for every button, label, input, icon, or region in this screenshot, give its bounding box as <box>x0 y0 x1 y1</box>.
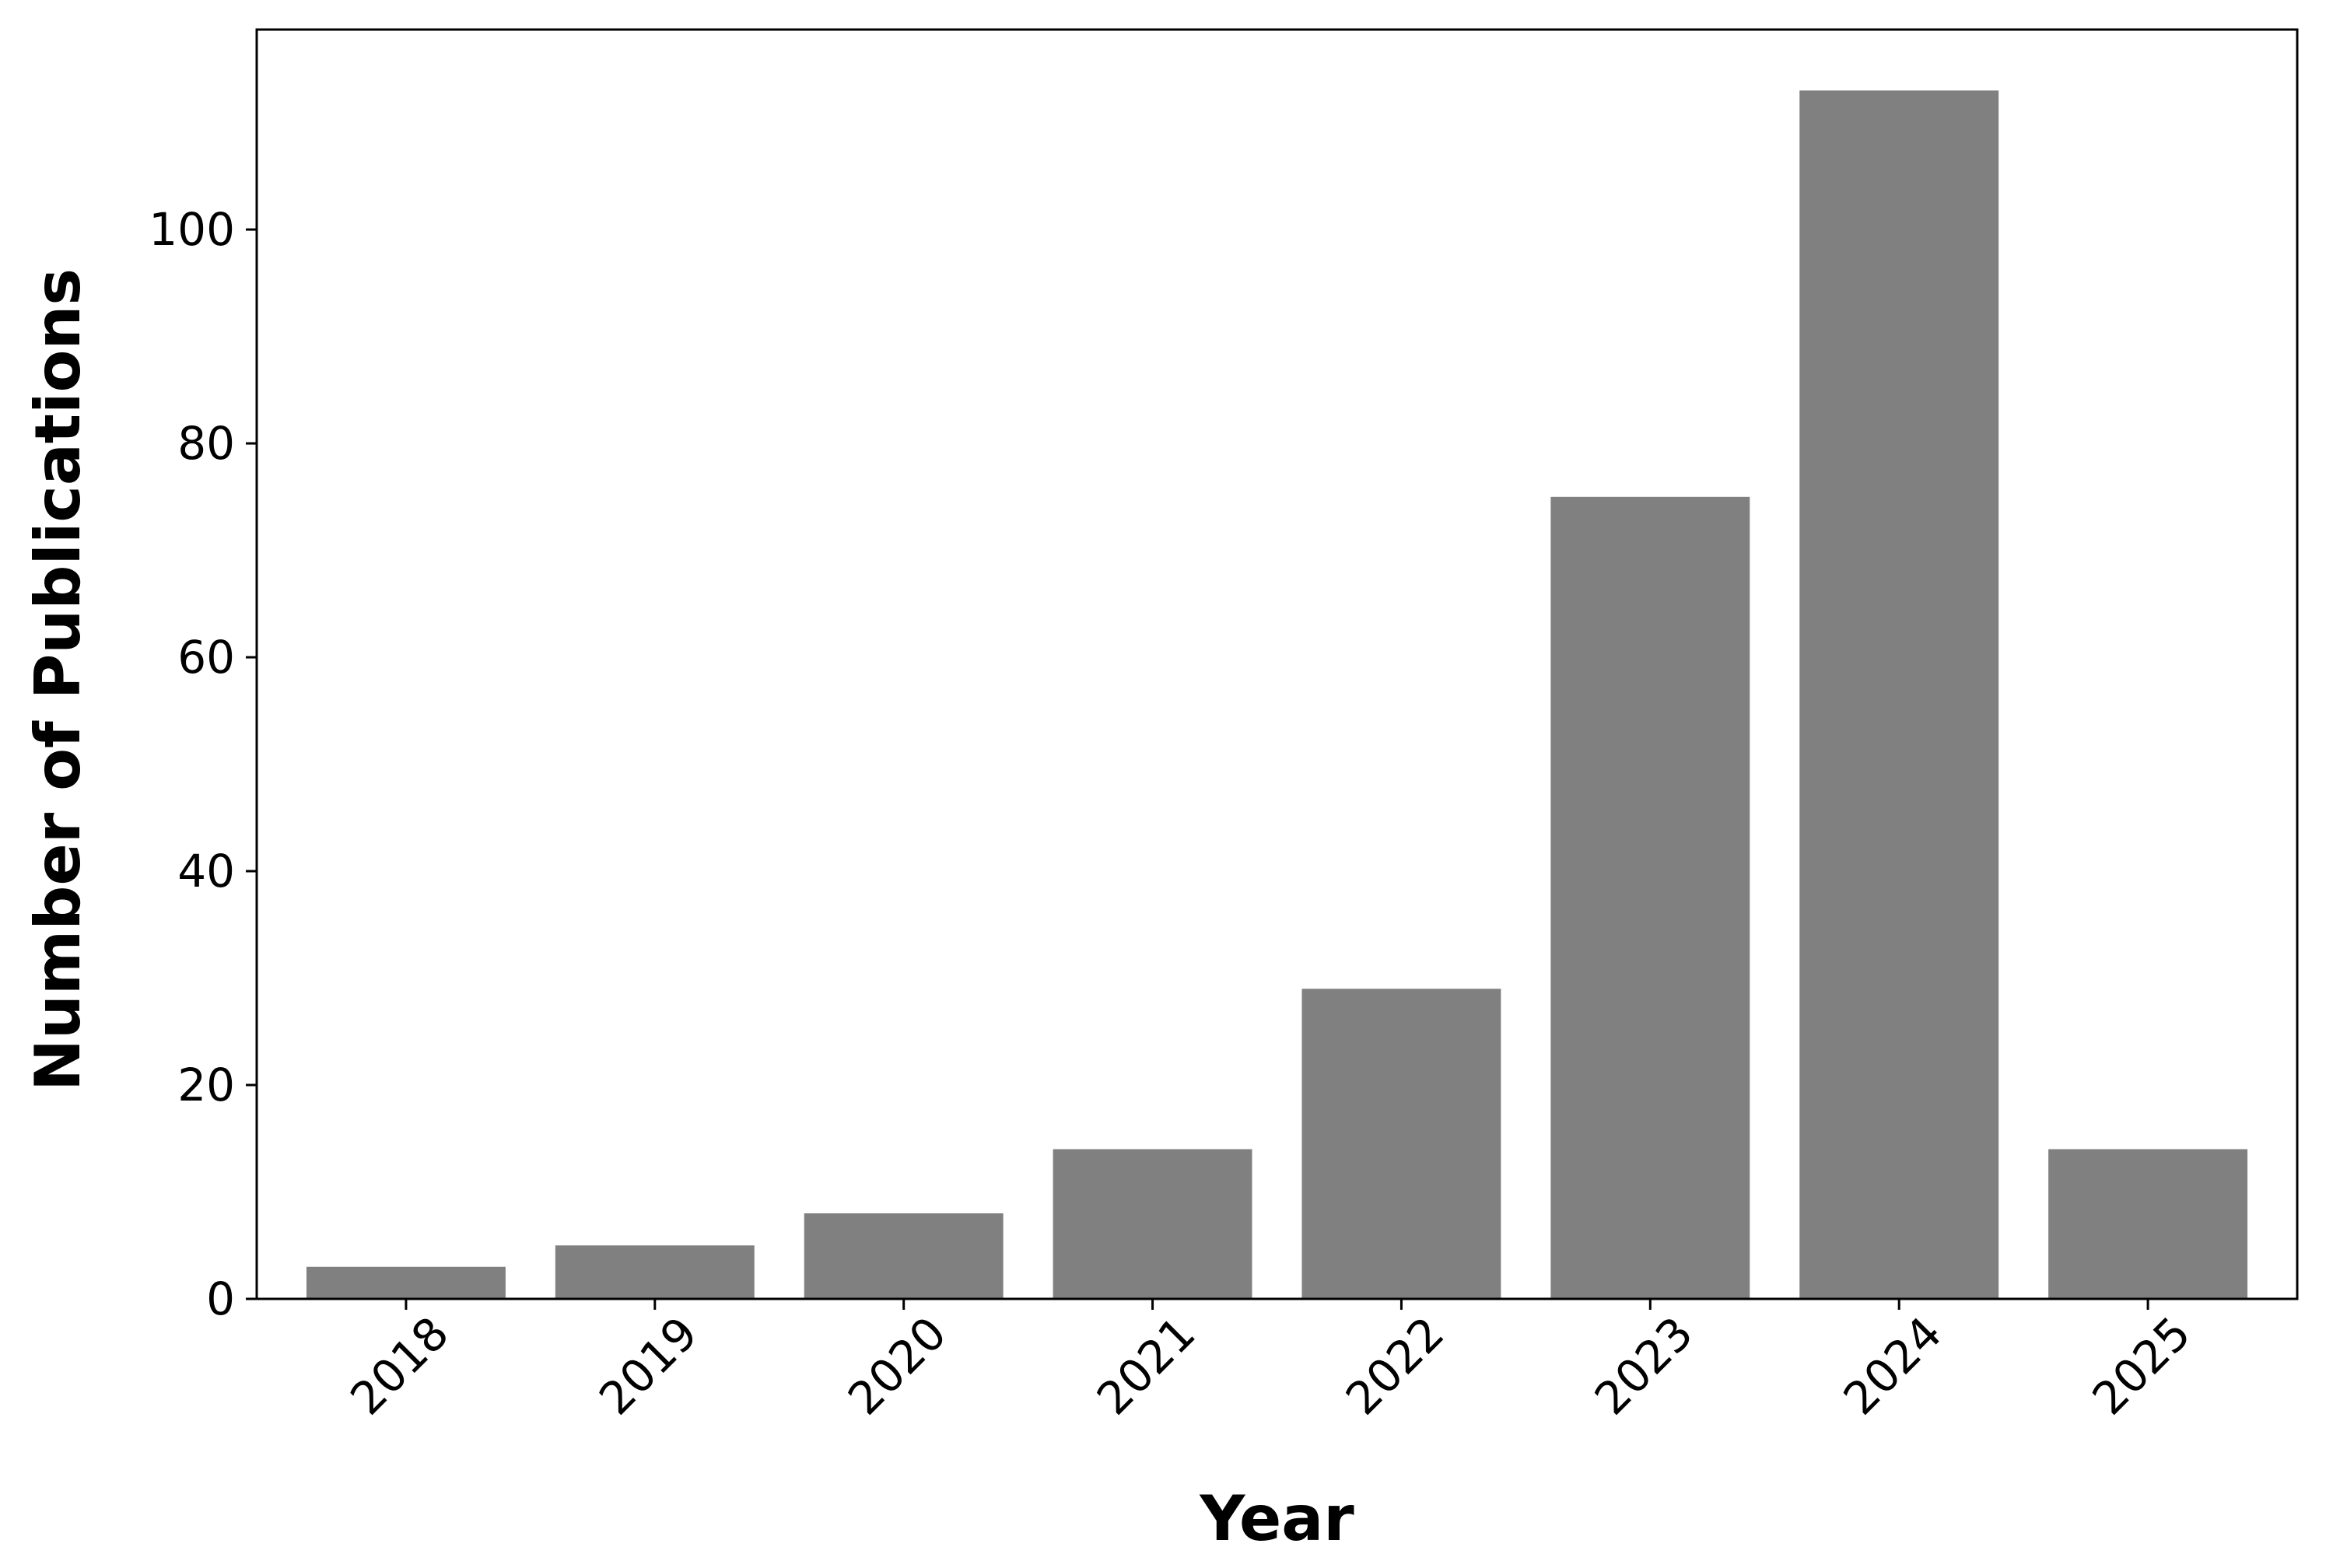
bar-2018 <box>306 1266 506 1299</box>
bar-2024 <box>1799 90 1999 1299</box>
bar-2025 <box>2048 1149 2248 1299</box>
bar-2021 <box>1053 1149 1252 1299</box>
x-axis-label: Year <box>1199 1482 1354 1555</box>
bar-2020 <box>804 1213 1004 1299</box>
y-tick-label: 40 <box>177 845 235 898</box>
y-axis-label: Number of Publications <box>22 268 94 1091</box>
y-tick-label: 100 <box>149 203 235 256</box>
plot-frame <box>255 28 2299 1300</box>
y-tick-label: 20 <box>177 1059 235 1111</box>
y-tick-label: 0 <box>206 1272 235 1325</box>
y-tick-label: 80 <box>177 417 235 470</box>
bar-2019 <box>555 1245 755 1299</box>
y-axis-ticks: 0 20 40 60 80 100 <box>149 203 257 1325</box>
bars-group <box>306 90 2248 1299</box>
bar-2022 <box>1301 989 1501 1299</box>
y-tick-label: 60 <box>177 631 235 684</box>
bar-2023 <box>1550 496 1750 1299</box>
